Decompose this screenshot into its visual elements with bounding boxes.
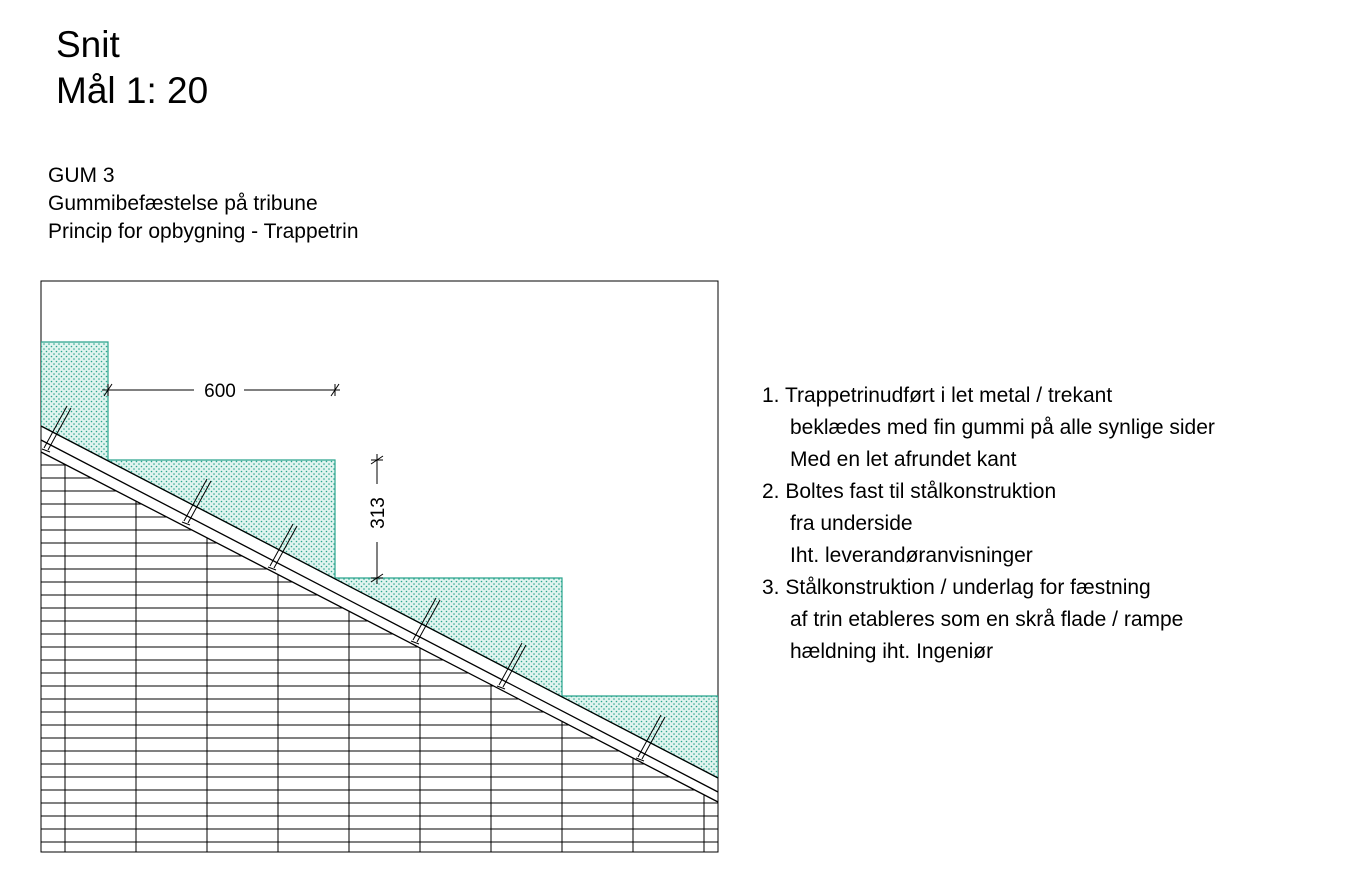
notes-list: 1. Trappetrinudført i let metal / trekan… bbox=[762, 380, 1215, 668]
note-text: fra underside bbox=[790, 512, 913, 535]
note-number: 3. bbox=[762, 576, 780, 599]
note-text: beklædes med fin gummi på alle synlige s… bbox=[790, 416, 1215, 439]
title-section: Snit bbox=[56, 24, 120, 65]
note-item: 1. Trappetrinudført i let metal / trekan… bbox=[762, 380, 1215, 476]
drawing-description: Gummibefæstelse på tribune bbox=[48, 192, 318, 215]
note-line: 2. Boltes fast til stålkonstruktion bbox=[762, 476, 1215, 508]
note-line: 3. Stålkonstruktion / underlag for fæstn… bbox=[762, 572, 1215, 604]
note-number: 2. bbox=[762, 480, 780, 503]
tread-dimension bbox=[102, 383, 340, 397]
title-scale: Mål 1: 20 bbox=[56, 70, 209, 111]
note-text: hældning iht. Ingeniør bbox=[790, 640, 994, 663]
riser-dimension-label: 313 bbox=[368, 497, 389, 529]
note-item: 3. Stålkonstruktion / underlag for fæstn… bbox=[762, 572, 1215, 668]
note-text: Trappetrinudført i let metal / trekant bbox=[784, 384, 1113, 407]
bolt bbox=[181, 478, 212, 526]
note-item: 2. Boltes fast til stålkonstruktion fra … bbox=[762, 476, 1215, 572]
note-number: 1. bbox=[762, 384, 780, 407]
note-line: 1. Trappetrinudført i let metal / trekan… bbox=[762, 380, 1215, 412]
bolts bbox=[41, 405, 666, 762]
steel-ramp bbox=[40, 425, 719, 803]
bolt bbox=[267, 523, 298, 571]
note-text: Iht. leverandøranvisninger bbox=[790, 544, 1033, 567]
drawing-code: GUM 3 bbox=[48, 164, 115, 187]
drawing-principle: Princip for opbygning - Trappetrin bbox=[48, 220, 359, 243]
note-text: Med en let afrundet kant bbox=[790, 448, 1017, 471]
bolt bbox=[635, 714, 666, 762]
bolt bbox=[496, 642, 527, 690]
note-text: Boltes fast til stålkonstruktion bbox=[785, 480, 1057, 503]
drawing-frame bbox=[40, 280, 719, 853]
bolt bbox=[410, 597, 441, 645]
note-text: Stålkonstruktion / underlag for fæstning bbox=[785, 576, 1151, 599]
bolt bbox=[41, 405, 72, 453]
page-title: Snit Mål 1: 20 bbox=[56, 22, 208, 114]
drawing-subtitle: GUM 3 Gummibefæstelse på tribune Princip… bbox=[48, 162, 359, 246]
note-text: af trin etableres som en skrå flade / ra… bbox=[790, 608, 1184, 631]
tread-dimension-label: 600 bbox=[204, 381, 236, 402]
riser-dimension bbox=[370, 454, 384, 584]
